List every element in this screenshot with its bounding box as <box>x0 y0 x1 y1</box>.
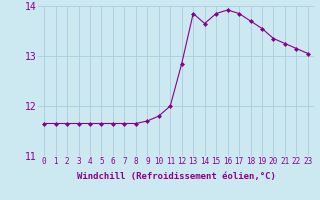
X-axis label: Windchill (Refroidissement éolien,°C): Windchill (Refroidissement éolien,°C) <box>76 172 276 181</box>
